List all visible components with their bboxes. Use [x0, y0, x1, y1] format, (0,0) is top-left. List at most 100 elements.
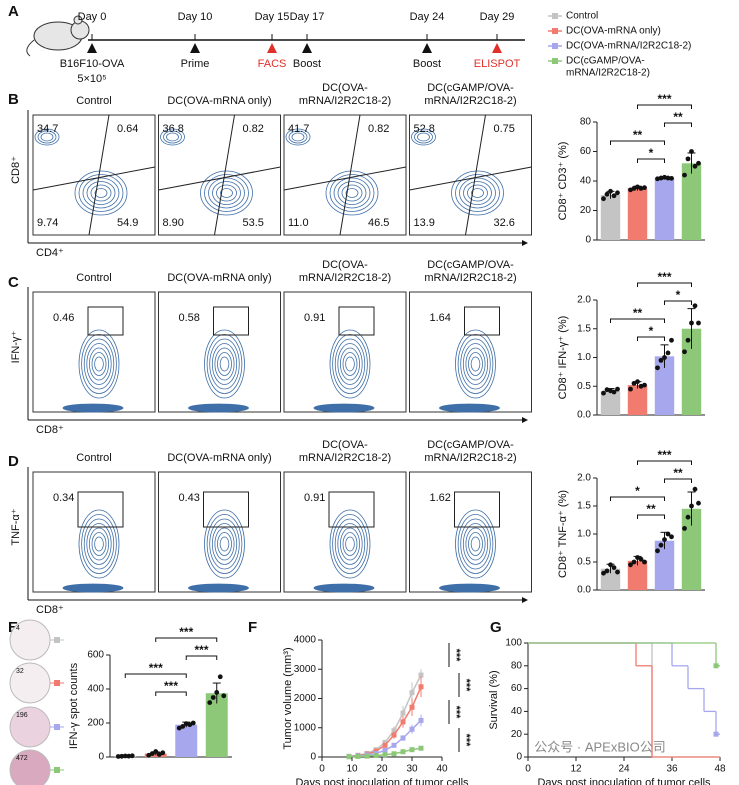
timeline-day: Day 0	[78, 11, 107, 23]
marker	[400, 710, 406, 716]
timeline-marker	[267, 43, 277, 53]
legend-label: DC(OVA-mRNA/I2R2C18-2)	[566, 41, 691, 52]
data-point	[221, 693, 227, 699]
significance-bracket	[637, 336, 665, 341]
contour	[345, 536, 355, 552]
panel-label: A	[8, 3, 19, 20]
contour	[439, 583, 500, 593]
y-axis-label: Survival (%)	[488, 670, 500, 729]
marker	[391, 751, 397, 757]
data-point	[696, 500, 701, 506]
marker	[373, 753, 379, 759]
flow-y-label: IFN-γ⁺	[10, 330, 22, 363]
flow-title: Control	[76, 95, 111, 107]
legend-swatch	[552, 43, 558, 49]
y-tick-label: 60	[580, 146, 592, 157]
gate-value: 0.34	[53, 492, 74, 504]
significance-bracket	[610, 496, 665, 501]
gate-line	[88, 114, 110, 236]
contour	[470, 356, 481, 372]
data-point	[689, 320, 694, 326]
contours	[285, 128, 379, 216]
bar	[654, 178, 675, 240]
contour	[457, 514, 494, 574]
contour	[329, 509, 371, 579]
gate-line	[158, 166, 281, 191]
contour	[166, 132, 179, 142]
data-point	[190, 720, 196, 726]
significance: ***	[657, 92, 671, 106]
marker	[391, 728, 397, 734]
contour	[455, 509, 496, 579]
data-point	[662, 537, 667, 542]
y-tick-label: 40	[511, 706, 523, 717]
gate-line	[339, 114, 361, 236]
contour	[94, 356, 104, 372]
y-tick-label: 3000	[294, 664, 317, 675]
significance: ***	[657, 448, 671, 462]
contours	[62, 509, 124, 593]
contour	[460, 338, 491, 390]
contour	[470, 536, 481, 552]
y-tick-label: 0.0	[577, 410, 591, 421]
contour	[90, 184, 112, 202]
significance: *	[635, 484, 640, 498]
panel-label: G	[490, 619, 502, 636]
y-tick-label: 1000	[294, 722, 317, 733]
y-tick-label: 1.5	[577, 501, 591, 512]
contour	[209, 518, 240, 570]
contour	[82, 177, 120, 209]
data-point	[692, 303, 698, 309]
timeline-event: Boost	[293, 58, 321, 70]
legend-label: Control	[566, 11, 598, 22]
bar	[681, 163, 702, 240]
marker	[391, 742, 397, 748]
timeline-marker	[87, 43, 97, 53]
data-point	[682, 349, 687, 355]
y-tick-label: 0.0	[577, 585, 591, 596]
x-axis-label: Days post inoculation of tumor cells	[295, 777, 469, 785]
contour	[188, 583, 249, 593]
contour	[220, 188, 233, 198]
legend-label: mRNA/I2R2C18-2)	[566, 68, 650, 79]
marker	[382, 742, 388, 748]
significance: ***	[164, 679, 178, 693]
significance: *	[649, 324, 654, 338]
significance: **	[646, 502, 656, 516]
timeline-day: Day 29	[480, 11, 515, 23]
marker	[400, 719, 406, 725]
y-tick-label: 20	[511, 729, 523, 740]
data-point	[665, 175, 671, 181]
bar	[627, 188, 648, 240]
contour	[333, 177, 371, 209]
significance: **	[633, 306, 643, 320]
panel-label: C	[8, 274, 19, 291]
y-tick-label: 2000	[294, 693, 317, 704]
significance: **	[673, 110, 683, 124]
arrow-head	[522, 597, 528, 603]
y-axis-label: CD8⁺ CD3⁺ (%)	[557, 142, 569, 221]
marker	[364, 753, 370, 759]
data-point	[631, 559, 637, 565]
marker	[400, 749, 406, 755]
data-point	[685, 337, 691, 343]
contour	[86, 523, 112, 565]
bar	[627, 560, 648, 590]
panel-label: B	[8, 91, 19, 108]
data-point	[662, 355, 667, 360]
y-tick-label: 100	[505, 638, 522, 649]
flow-title: DC(OVA-	[322, 439, 368, 451]
contour	[160, 128, 185, 146]
flow-plot	[409, 291, 532, 413]
timeline-event: B16F10-OVA	[60, 58, 125, 70]
contour	[291, 132, 305, 142]
data-point	[689, 503, 694, 509]
bar	[654, 356, 675, 415]
significance-bracket	[185, 655, 218, 660]
gate-value: 32.6	[494, 217, 515, 229]
timeline-day: Day 15	[255, 11, 290, 23]
marker	[382, 752, 388, 758]
contour	[339, 527, 360, 561]
flow-title: DC(cGAMP/OVA-	[427, 259, 514, 271]
contour	[341, 184, 363, 202]
